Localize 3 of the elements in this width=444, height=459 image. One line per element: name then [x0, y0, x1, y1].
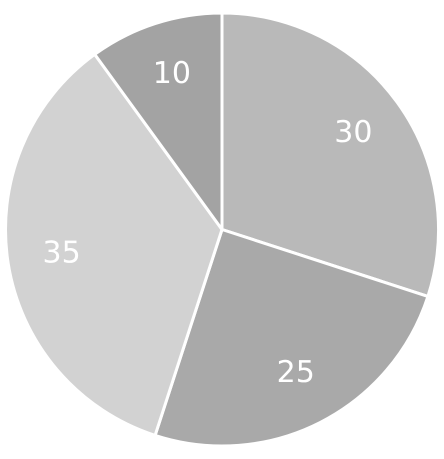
- data-label: 10: [152, 56, 191, 91]
- data-label: 30: [334, 114, 372, 150]
- data-label: 25: [276, 354, 315, 390]
